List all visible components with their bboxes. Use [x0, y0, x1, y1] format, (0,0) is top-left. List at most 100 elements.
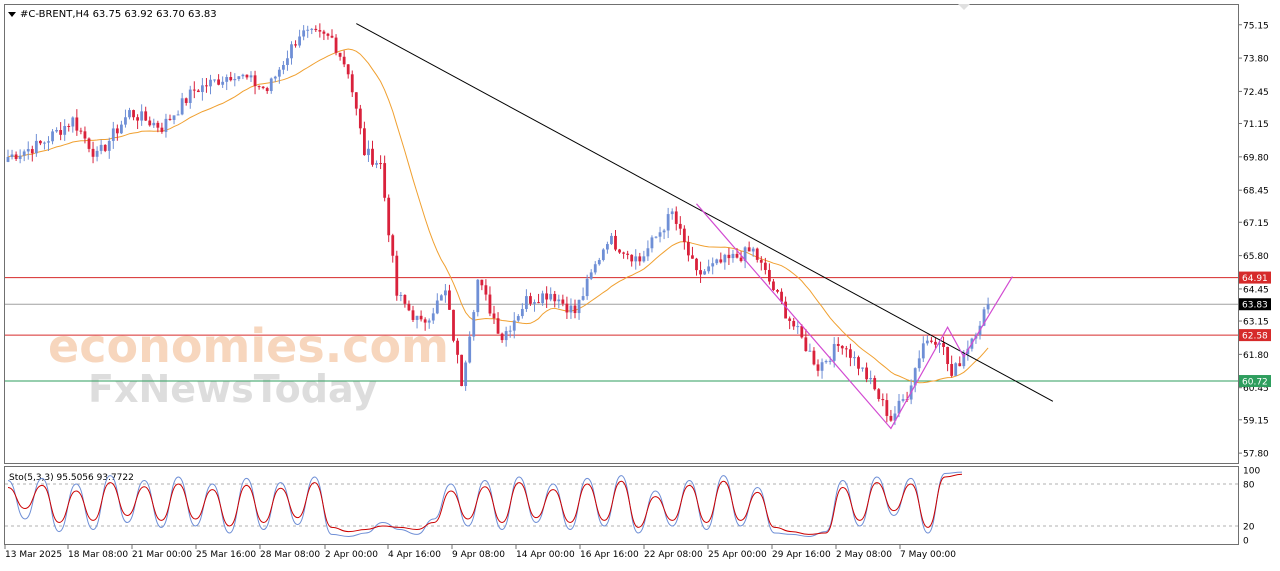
candle-body [853, 357, 856, 359]
candle-body [828, 360, 832, 362]
candle-body [184, 98, 188, 103]
candle-body [87, 138, 91, 149]
candle-body [51, 131, 54, 142]
candle-body [302, 30, 306, 37]
candle-body [261, 86, 265, 89]
candle-body [233, 79, 237, 81]
candle-body [18, 155, 22, 159]
candle-body [958, 363, 962, 367]
candle-body [314, 28, 318, 31]
candle-body [512, 320, 516, 331]
price-label-resistance: 64.91 [1242, 274, 1268, 284]
candle-body [326, 33, 330, 36]
candle-body [934, 341, 937, 345]
triangle-down-icon[interactable] [8, 12, 16, 17]
candle-body [504, 331, 508, 341]
candle-body [707, 266, 711, 272]
y-tick-label: 73.80 [1243, 55, 1269, 65]
candle-body [310, 28, 314, 30]
candle-body [727, 254, 731, 259]
candle-body [6, 156, 10, 162]
candle-body [160, 127, 164, 132]
candle-body [622, 252, 625, 254]
candle-body [520, 308, 524, 317]
candle-body [363, 128, 366, 156]
candle-body [788, 318, 792, 321]
candle-body [168, 118, 172, 120]
candle-body [553, 293, 557, 302]
x-tick-label: 16 Apr 16:00 [580, 550, 639, 560]
candle-body [95, 150, 99, 157]
candle-body [152, 122, 156, 126]
candle-body [731, 253, 735, 259]
candle-body [444, 290, 447, 296]
candle-body [913, 368, 917, 386]
candle-body [832, 344, 836, 361]
wave-pattern-line[interactable] [696, 203, 1013, 430]
candle-body [164, 118, 168, 132]
candle-body [253, 75, 257, 87]
y-tick-label: 68.45 [1243, 187, 1269, 197]
candle-body [601, 249, 605, 260]
candle-body [861, 367, 864, 369]
candle-body [962, 354, 966, 367]
candle-body [136, 117, 139, 121]
candle-body [881, 398, 885, 401]
candle-body [549, 293, 553, 300]
x-tick-label: 18 Mar 08:00 [68, 550, 128, 560]
candle-body [439, 295, 443, 301]
candle-body [132, 110, 135, 118]
candle-body [156, 122, 160, 128]
candle-body [565, 303, 569, 313]
x-tick-label: 9 Apr 08:00 [452, 550, 505, 560]
candle-body [375, 163, 378, 165]
candle-body [419, 315, 423, 320]
candle-body [581, 296, 585, 300]
candle-body [638, 256, 642, 262]
watermark-economies: economies.com [48, 319, 449, 373]
y-tick-label: 69.80 [1243, 153, 1269, 163]
candle-body [387, 197, 391, 236]
candle-body [209, 79, 212, 87]
candle-body [273, 76, 277, 79]
candle-body [391, 235, 395, 256]
candle-body [812, 350, 816, 365]
candle-body [34, 140, 38, 154]
candle-body [670, 211, 674, 215]
candle-body [561, 299, 565, 304]
candle-body [950, 364, 954, 376]
candle-body [877, 389, 881, 399]
candle-body [577, 299, 581, 314]
candle-body [354, 92, 358, 109]
candle-body [747, 247, 751, 252]
candle-body [496, 318, 500, 334]
candle-body [464, 362, 468, 387]
candle-body [687, 242, 690, 256]
y-tick-label: 57.80 [1243, 450, 1269, 460]
y-tick-label: 65.80 [1243, 252, 1269, 262]
candle-body [120, 124, 123, 134]
candle-body [10, 154, 14, 157]
candle-body [456, 340, 459, 355]
candle-body [269, 78, 273, 92]
candle-body [768, 269, 771, 282]
candle-body [322, 31, 326, 34]
candle-body [658, 232, 662, 237]
candle-body [796, 326, 800, 328]
candle-body [610, 235, 613, 245]
candle-body [606, 244, 609, 250]
candle-body [954, 363, 958, 376]
y-tick-label: 71.15 [1243, 120, 1269, 130]
candle-body [772, 281, 775, 291]
candle-body [836, 344, 840, 346]
candle-body [844, 348, 848, 350]
candle-body [26, 149, 30, 152]
y-tick-label: 61.80 [1243, 351, 1269, 361]
scroll-marker-icon[interactable] [958, 4, 970, 10]
candle-body [124, 117, 127, 125]
indicator-frame [4, 466, 1239, 545]
candle-body [593, 264, 597, 273]
candle-body [743, 247, 747, 262]
candle-body [237, 76, 241, 80]
candle-body [614, 235, 617, 250]
